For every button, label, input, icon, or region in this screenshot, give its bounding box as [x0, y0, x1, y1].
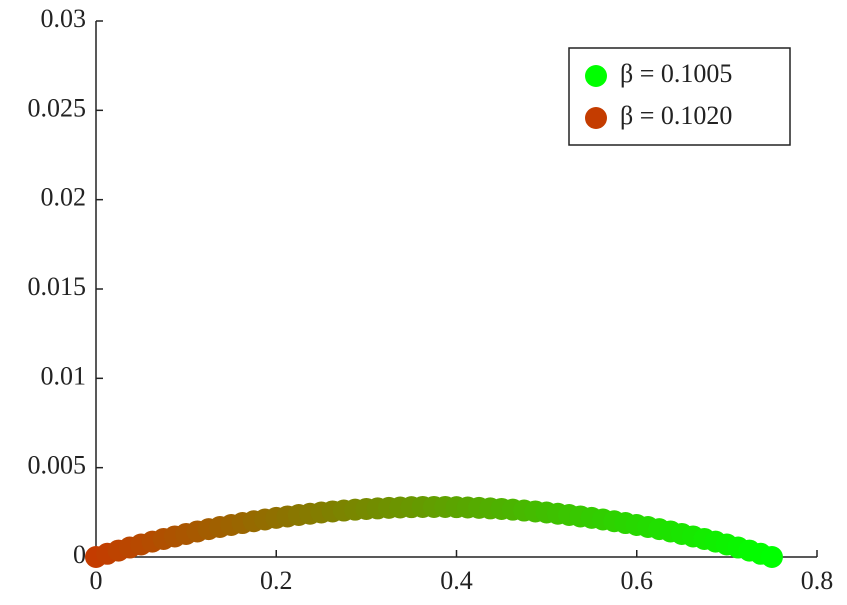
y-tick-label: 0.01: [41, 361, 87, 390]
y-tick-label: 0.005: [28, 451, 87, 480]
y-tick-label: 0.03: [41, 4, 87, 33]
legend-marker: [585, 65, 607, 87]
y-tick-label: 0.02: [41, 183, 87, 212]
x-tick-label: 0.8: [801, 566, 834, 595]
y-tick-label: 0.015: [28, 272, 87, 301]
y-tick-label: 0: [73, 540, 86, 569]
legend-label: β = 0.1020: [620, 101, 732, 130]
y-tick-label: 0.025: [28, 93, 87, 122]
x-tick-label: 0.2: [260, 566, 293, 595]
x-tick-label: 0.6: [621, 566, 654, 595]
legend-label: β = 0.1005: [620, 59, 732, 88]
point: [760, 546, 783, 568]
x-tick-label: 0.4: [440, 566, 473, 595]
legend-marker: [585, 107, 607, 129]
legend-box: [568, 47, 791, 146]
x-tick-label: 0: [90, 566, 103, 595]
